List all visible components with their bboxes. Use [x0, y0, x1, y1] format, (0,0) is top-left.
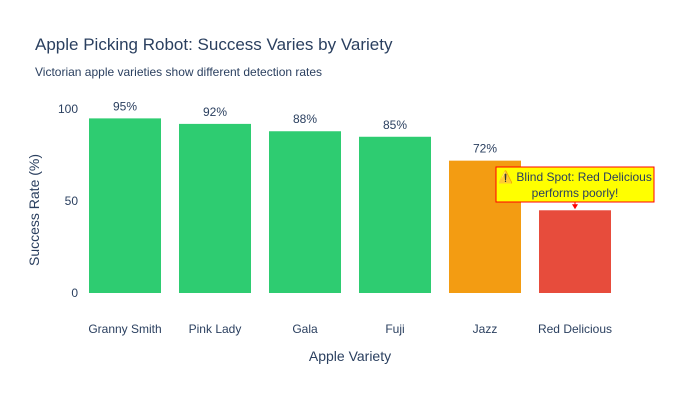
x-tick-label: Gala [292, 322, 318, 336]
x-axis-ticks: Granny Smith Pink Lady Gala Fuji Jazz Red Del… [88, 322, 612, 336]
y-tick-label: 100 [58, 102, 78, 116]
bar [179, 123, 251, 294]
annotation-box [495, 166, 655, 203]
x-tick-label: Fuji [385, 322, 404, 336]
x-tick-label: Granny Smith [88, 322, 161, 336]
bar-value-label: 85% [383, 118, 407, 132]
y-axis-ticks: 0 50 100 [58, 102, 78, 300]
bar-value-label: 88% [293, 112, 317, 126]
bar [359, 136, 431, 293]
bar [539, 210, 611, 293]
bar-value-label: 72% [473, 142, 497, 156]
chart-title: Apple Picking Robot: Success Varies by V… [35, 35, 393, 54]
bars [89, 118, 611, 294]
bar [269, 131, 341, 293]
bar-value-label: 95% [113, 99, 137, 113]
x-axis-title: Apple Variety [309, 348, 391, 364]
annotation-arrow-head [572, 204, 578, 210]
annotation-text-line2: performs poorly! [532, 186, 619, 200]
bar [89, 118, 161, 293]
blind-spot-annotation: ⚠️ Blind Spot: Red Delicious performs po… [495, 166, 655, 210]
x-tick-label: Red Delicious [538, 322, 612, 336]
y-tick-label: 0 [71, 286, 78, 300]
annotation-text-line1: ⚠️ Blind Spot: Red Delicious [498, 170, 652, 184]
y-tick-label: 50 [65, 194, 79, 208]
bar-value-label: 92% [203, 105, 227, 119]
x-tick-label: Pink Lady [189, 322, 242, 336]
y-axis-title: Success Rate (%) [26, 154, 42, 266]
chart-subtitle: Victorian apple varieties show different… [35, 65, 322, 79]
x-tick-label: Jazz [473, 322, 498, 336]
